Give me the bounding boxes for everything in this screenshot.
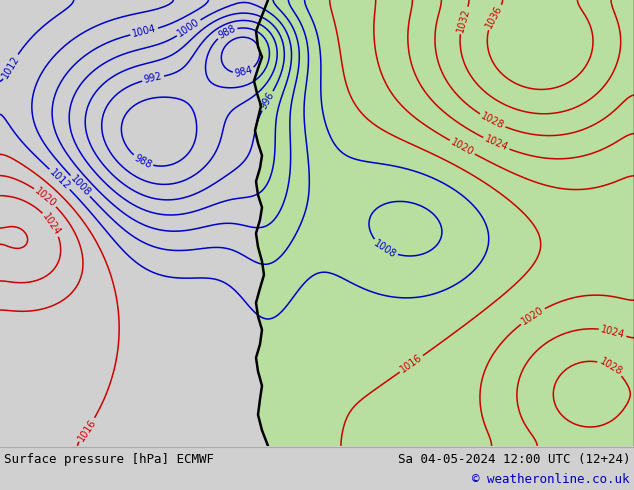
Text: 1012: 1012 [0, 53, 21, 80]
Text: 992: 992 [143, 72, 163, 85]
Text: 1016: 1016 [76, 417, 98, 443]
Text: 1012: 1012 [48, 167, 72, 192]
Text: 996: 996 [259, 90, 276, 111]
Text: 984: 984 [234, 65, 254, 79]
Text: 1024: 1024 [41, 211, 63, 237]
Text: 1000: 1000 [176, 17, 202, 39]
Text: 1020: 1020 [519, 305, 546, 327]
Text: 1008: 1008 [68, 173, 92, 198]
Text: 1020: 1020 [449, 137, 476, 158]
Polygon shape [254, 0, 634, 446]
Text: 1032: 1032 [455, 7, 471, 33]
Text: 1028: 1028 [479, 111, 506, 131]
Text: 1024: 1024 [600, 324, 626, 340]
Text: 988: 988 [133, 152, 153, 170]
Text: 1036: 1036 [484, 4, 504, 30]
Text: © weatheronline.co.uk: © weatheronline.co.uk [472, 473, 630, 487]
Text: Sa 04-05-2024 12:00 UTC (12+24): Sa 04-05-2024 12:00 UTC (12+24) [398, 453, 630, 466]
Text: 1028: 1028 [597, 356, 624, 377]
Text: 1016: 1016 [399, 353, 424, 375]
Text: Surface pressure [hPa] ECMWF: Surface pressure [hPa] ECMWF [4, 453, 214, 466]
Text: 988: 988 [216, 24, 237, 41]
Text: 1020: 1020 [33, 186, 58, 209]
Text: 1004: 1004 [131, 24, 157, 39]
Text: 1024: 1024 [483, 134, 510, 153]
Text: 1008: 1008 [372, 238, 398, 260]
